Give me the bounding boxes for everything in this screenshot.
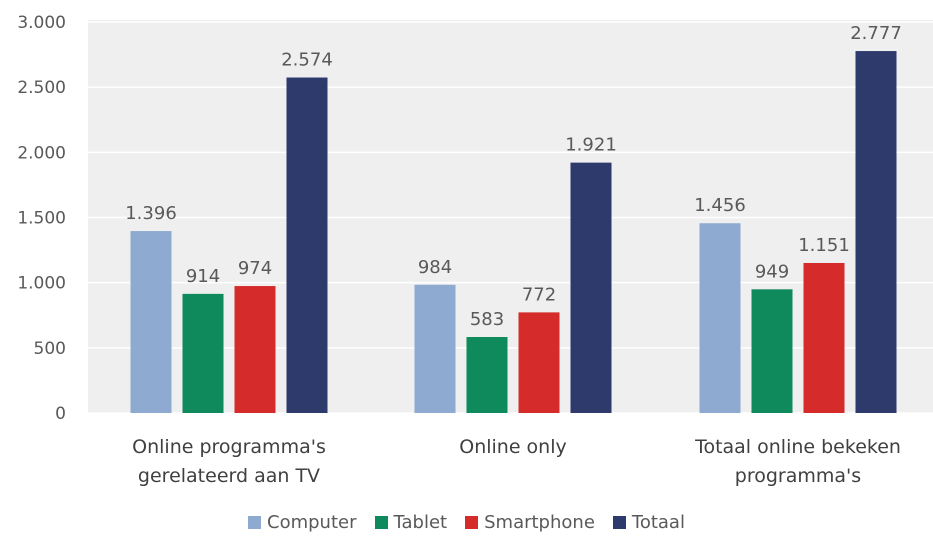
category-label: Online only — [459, 436, 567, 458]
legend-label: Tablet — [393, 512, 448, 533]
data-labels: 1.396 914 974 2.574 984 583 772 1.921 1.456 949 1.… — [125, 23, 902, 330]
data-label: 1.456 — [694, 195, 746, 216]
bar-tablet — [182, 293, 224, 413]
category-label: Online programma's — [132, 436, 326, 458]
bar-smartphone — [234, 286, 276, 413]
legend-item-tablet: Tablet — [374, 512, 448, 533]
legend-swatch — [374, 516, 388, 529]
legend-swatch — [612, 516, 626, 529]
legend-item-smartphone: Smartphone — [465, 512, 595, 533]
category-label: programma's — [735, 465, 861, 487]
legend: Computer Tablet Smartphone Totaal — [0, 512, 933, 533]
y-tick-label: 500 — [34, 339, 66, 359]
y-tick-label: 1.000 — [17, 274, 66, 294]
bar-totaal — [286, 77, 328, 413]
legend-label: Smartphone — [484, 512, 595, 533]
bar-tablet — [751, 289, 793, 413]
data-label: 914 — [186, 266, 220, 287]
bar-tablet — [466, 337, 508, 413]
legend-swatch — [248, 516, 262, 529]
data-label: 949 — [755, 261, 789, 282]
bars — [130, 51, 897, 414]
gridlines — [88, 21, 933, 414]
bar-computer — [414, 284, 456, 413]
legend-label: Computer — [267, 512, 357, 533]
data-label: 2.574 — [281, 50, 333, 71]
bar-smartphone — [803, 262, 845, 413]
legend-label: Totaal — [631, 512, 685, 533]
bar-totaal — [570, 162, 612, 413]
data-label: 1.396 — [125, 203, 177, 224]
bar-computer — [699, 223, 741, 413]
data-label: 974 — [238, 258, 272, 279]
data-label: 583 — [470, 309, 504, 330]
data-label: 2.777 — [850, 23, 902, 44]
category-label: gerelateerd aan TV — [138, 465, 320, 487]
data-label: 1.921 — [565, 135, 617, 156]
bar-smartphone — [518, 312, 560, 413]
y-tick-label: 2.000 — [17, 143, 66, 163]
data-label: 772 — [522, 284, 556, 305]
y-tick-label: 3.000 — [17, 13, 66, 33]
y-tick-label: 2.500 — [17, 78, 66, 98]
legend-item-computer: Computer — [248, 512, 357, 533]
y-tick-label: 1.500 — [17, 209, 66, 229]
bar-chart: 0 500 1.000 1.500 2.000 2.500 3.000 1.396 914 97… — [17, 13, 933, 487]
bar-totaal — [855, 51, 897, 414]
x-axis: Online programma's gerelateerd aan TV Onli… — [132, 436, 901, 487]
data-label: 1.151 — [798, 235, 850, 256]
category-label: Totaal online bekeken — [694, 436, 901, 458]
data-label: 984 — [418, 257, 452, 278]
y-axis: 0 500 1.000 1.500 2.000 2.500 3.000 — [17, 13, 66, 424]
legend-swatch — [465, 516, 479, 529]
bar-computer — [130, 231, 172, 413]
y-tick-label: 0 — [55, 404, 66, 424]
legend-item-totaal: Totaal — [612, 512, 685, 533]
